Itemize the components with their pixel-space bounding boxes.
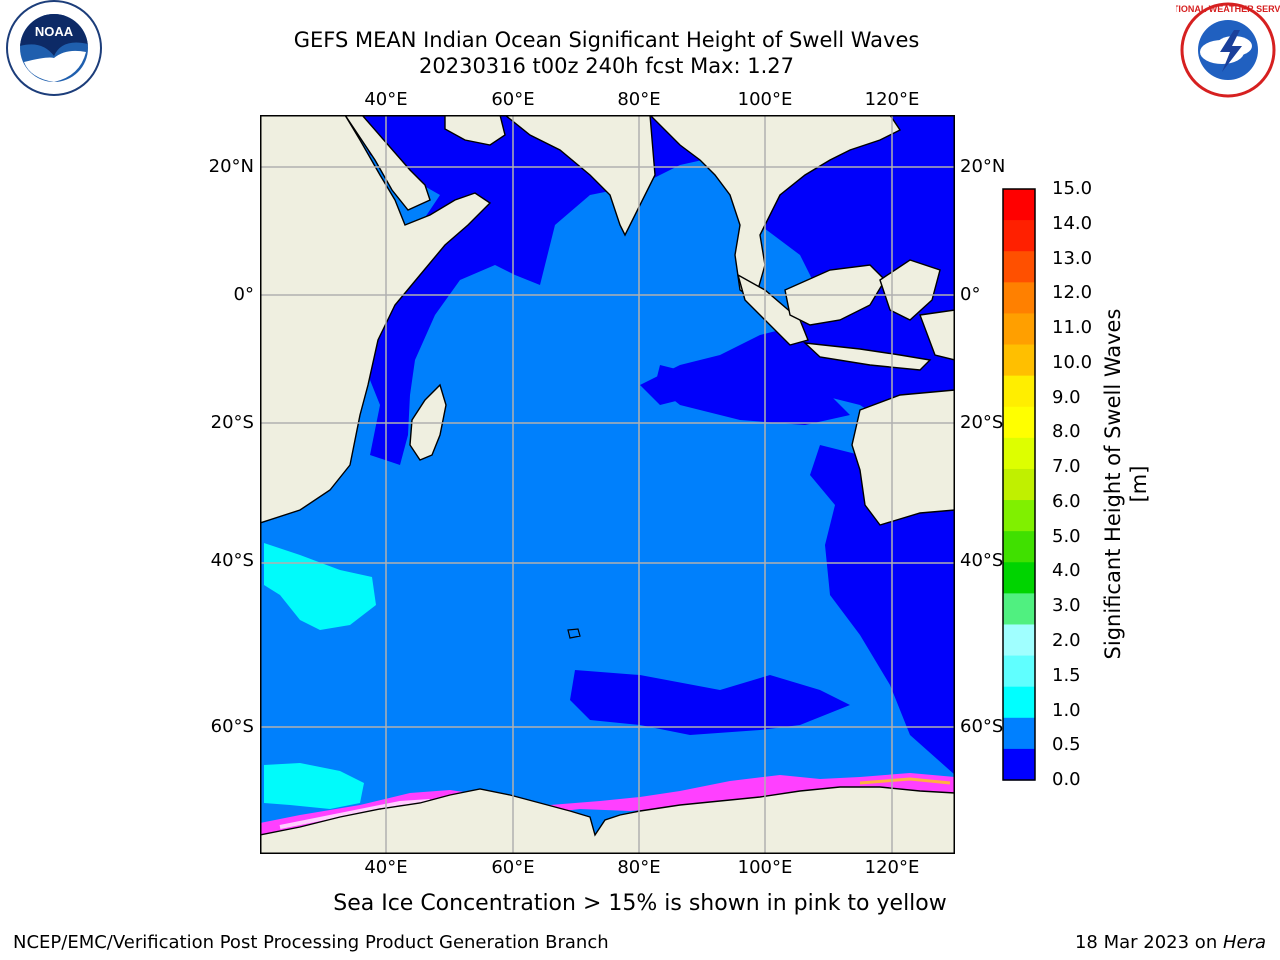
lat-label-left: 20°N bbox=[208, 156, 254, 177]
colorbar-tick-label: 13.0 bbox=[1052, 247, 1093, 269]
colorbar-tick-label: 15.0 bbox=[1052, 178, 1093, 199]
colorbar-bin bbox=[1003, 251, 1035, 283]
forecast-subtitle: 20230316 t00z 240h fcst Max: 1.27 bbox=[419, 54, 794, 78]
sea-ice-band bbox=[260, 773, 955, 837]
swell-height-map bbox=[260, 115, 955, 854]
kerguelen-island bbox=[567, 628, 581, 639]
colorbar-bin bbox=[1003, 500, 1035, 532]
colorbar-tick-label: 7.0 bbox=[1052, 456, 1081, 478]
colorbar-tick-label: 12.0 bbox=[1052, 282, 1093, 304]
colorbar-tick-label: 9.0 bbox=[1052, 386, 1081, 408]
colorbar-tick-label: 10.0 bbox=[1052, 351, 1093, 373]
colorbar-tick-label: 1.5 bbox=[1052, 664, 1081, 686]
colorbar-bin bbox=[1003, 531, 1035, 563]
lat-label-right: 0° bbox=[960, 284, 981, 305]
nws-ring-text: NATIONAL WEATHER SERVICE bbox=[1176, 4, 1280, 14]
lon-label-top: 80°E bbox=[617, 89, 661, 110]
lat-label-right: 20°N bbox=[960, 156, 1006, 177]
colorbar-bin bbox=[1003, 562, 1035, 594]
colorbar-bin bbox=[1003, 748, 1035, 781]
colorbar-bin bbox=[1003, 624, 1035, 657]
colorbar-bin bbox=[1003, 189, 1035, 221]
colorbar-bin bbox=[1003, 344, 1035, 377]
colorbar-bin bbox=[1003, 593, 1035, 626]
lon-label-top: 100°E bbox=[737, 89, 793, 110]
noaa-logo-text: NOAA bbox=[35, 24, 74, 39]
map-frame bbox=[260, 115, 955, 854]
graticule bbox=[260, 115, 955, 854]
colorbar-bin bbox=[1003, 375, 1035, 408]
map-title: GEFS MEAN Indian Ocean Significant Heigh… bbox=[293, 28, 920, 52]
colorbar-tick-label: 1.0 bbox=[1052, 699, 1081, 721]
lat-label-right: 60°S bbox=[960, 716, 1004, 737]
producer-credit: NCEP/EMC/Verification Post Processing Pr… bbox=[13, 932, 609, 953]
colorbar-bin bbox=[1003, 717, 1035, 750]
colorbar-tick-label: 8.0 bbox=[1052, 421, 1081, 443]
lon-label-bottom: 120°E bbox=[864, 857, 920, 878]
colorbar-bin bbox=[1003, 220, 1035, 252]
colorbar-tick-label: 4.0 bbox=[1052, 560, 1081, 582]
lat-label-left: 0° bbox=[233, 284, 254, 305]
colorbar-bin bbox=[1003, 282, 1035, 315]
noaa-logo: NOAA bbox=[6, 0, 102, 96]
colorbar-bin bbox=[1003, 406, 1035, 439]
generation-date: 18 Mar 2023 on Hera bbox=[1074, 932, 1266, 953]
lon-label-bottom: 40°E bbox=[364, 857, 408, 878]
lon-label-bottom: 100°E bbox=[737, 857, 793, 878]
colorbar-tick-label: 5.0 bbox=[1052, 525, 1081, 547]
nws-logo: NATIONAL WEATHER SERVICE bbox=[1176, 2, 1280, 98]
colorbar-tick-label: 2.0 bbox=[1052, 629, 1081, 651]
colorbar-bin bbox=[1003, 313, 1035, 346]
machine-name: Hera bbox=[1222, 932, 1266, 953]
colorbar-tick-label: 0.5 bbox=[1052, 734, 1081, 756]
high-swell-patches bbox=[264, 543, 376, 809]
lon-label-top: 120°E bbox=[864, 89, 920, 110]
lat-label-right: 20°S bbox=[960, 412, 1004, 433]
lon-label-top: 60°E bbox=[491, 89, 535, 110]
colorbar-frame bbox=[1002, 188, 1036, 781]
colorbar-tick-label: 14.0 bbox=[1052, 212, 1093, 234]
colorbar-bin bbox=[1003, 468, 1035, 501]
lat-label-left: 60°S bbox=[210, 716, 254, 737]
colorbar-bin bbox=[1003, 655, 1035, 688]
colorbar-bin bbox=[1003, 686, 1035, 719]
lat-label-right: 40°S bbox=[960, 550, 1004, 571]
colorbar-tick-label: 0.0 bbox=[1052, 769, 1081, 790]
colorbar-bin bbox=[1003, 437, 1035, 470]
colorbar-tick-label: 3.0 bbox=[1052, 595, 1081, 617]
colorbar-tick-label: 11.0 bbox=[1052, 317, 1093, 339]
sea-ice-note: Sea Ice Concentration > 15% is shown in … bbox=[333, 891, 947, 916]
lon-label-bottom: 80°E bbox=[617, 857, 661, 878]
lon-label-bottom: 60°E bbox=[491, 857, 535, 878]
lat-label-left: 20°S bbox=[210, 412, 254, 433]
lat-label-left: 40°S bbox=[210, 550, 254, 571]
colorbar-tick-label: 6.0 bbox=[1052, 490, 1081, 512]
colorbar bbox=[1002, 188, 1036, 781]
colorbar-title: Significant Height of Swell Waves [m] bbox=[1101, 308, 1151, 660]
lon-label-top: 40°E bbox=[364, 89, 408, 110]
